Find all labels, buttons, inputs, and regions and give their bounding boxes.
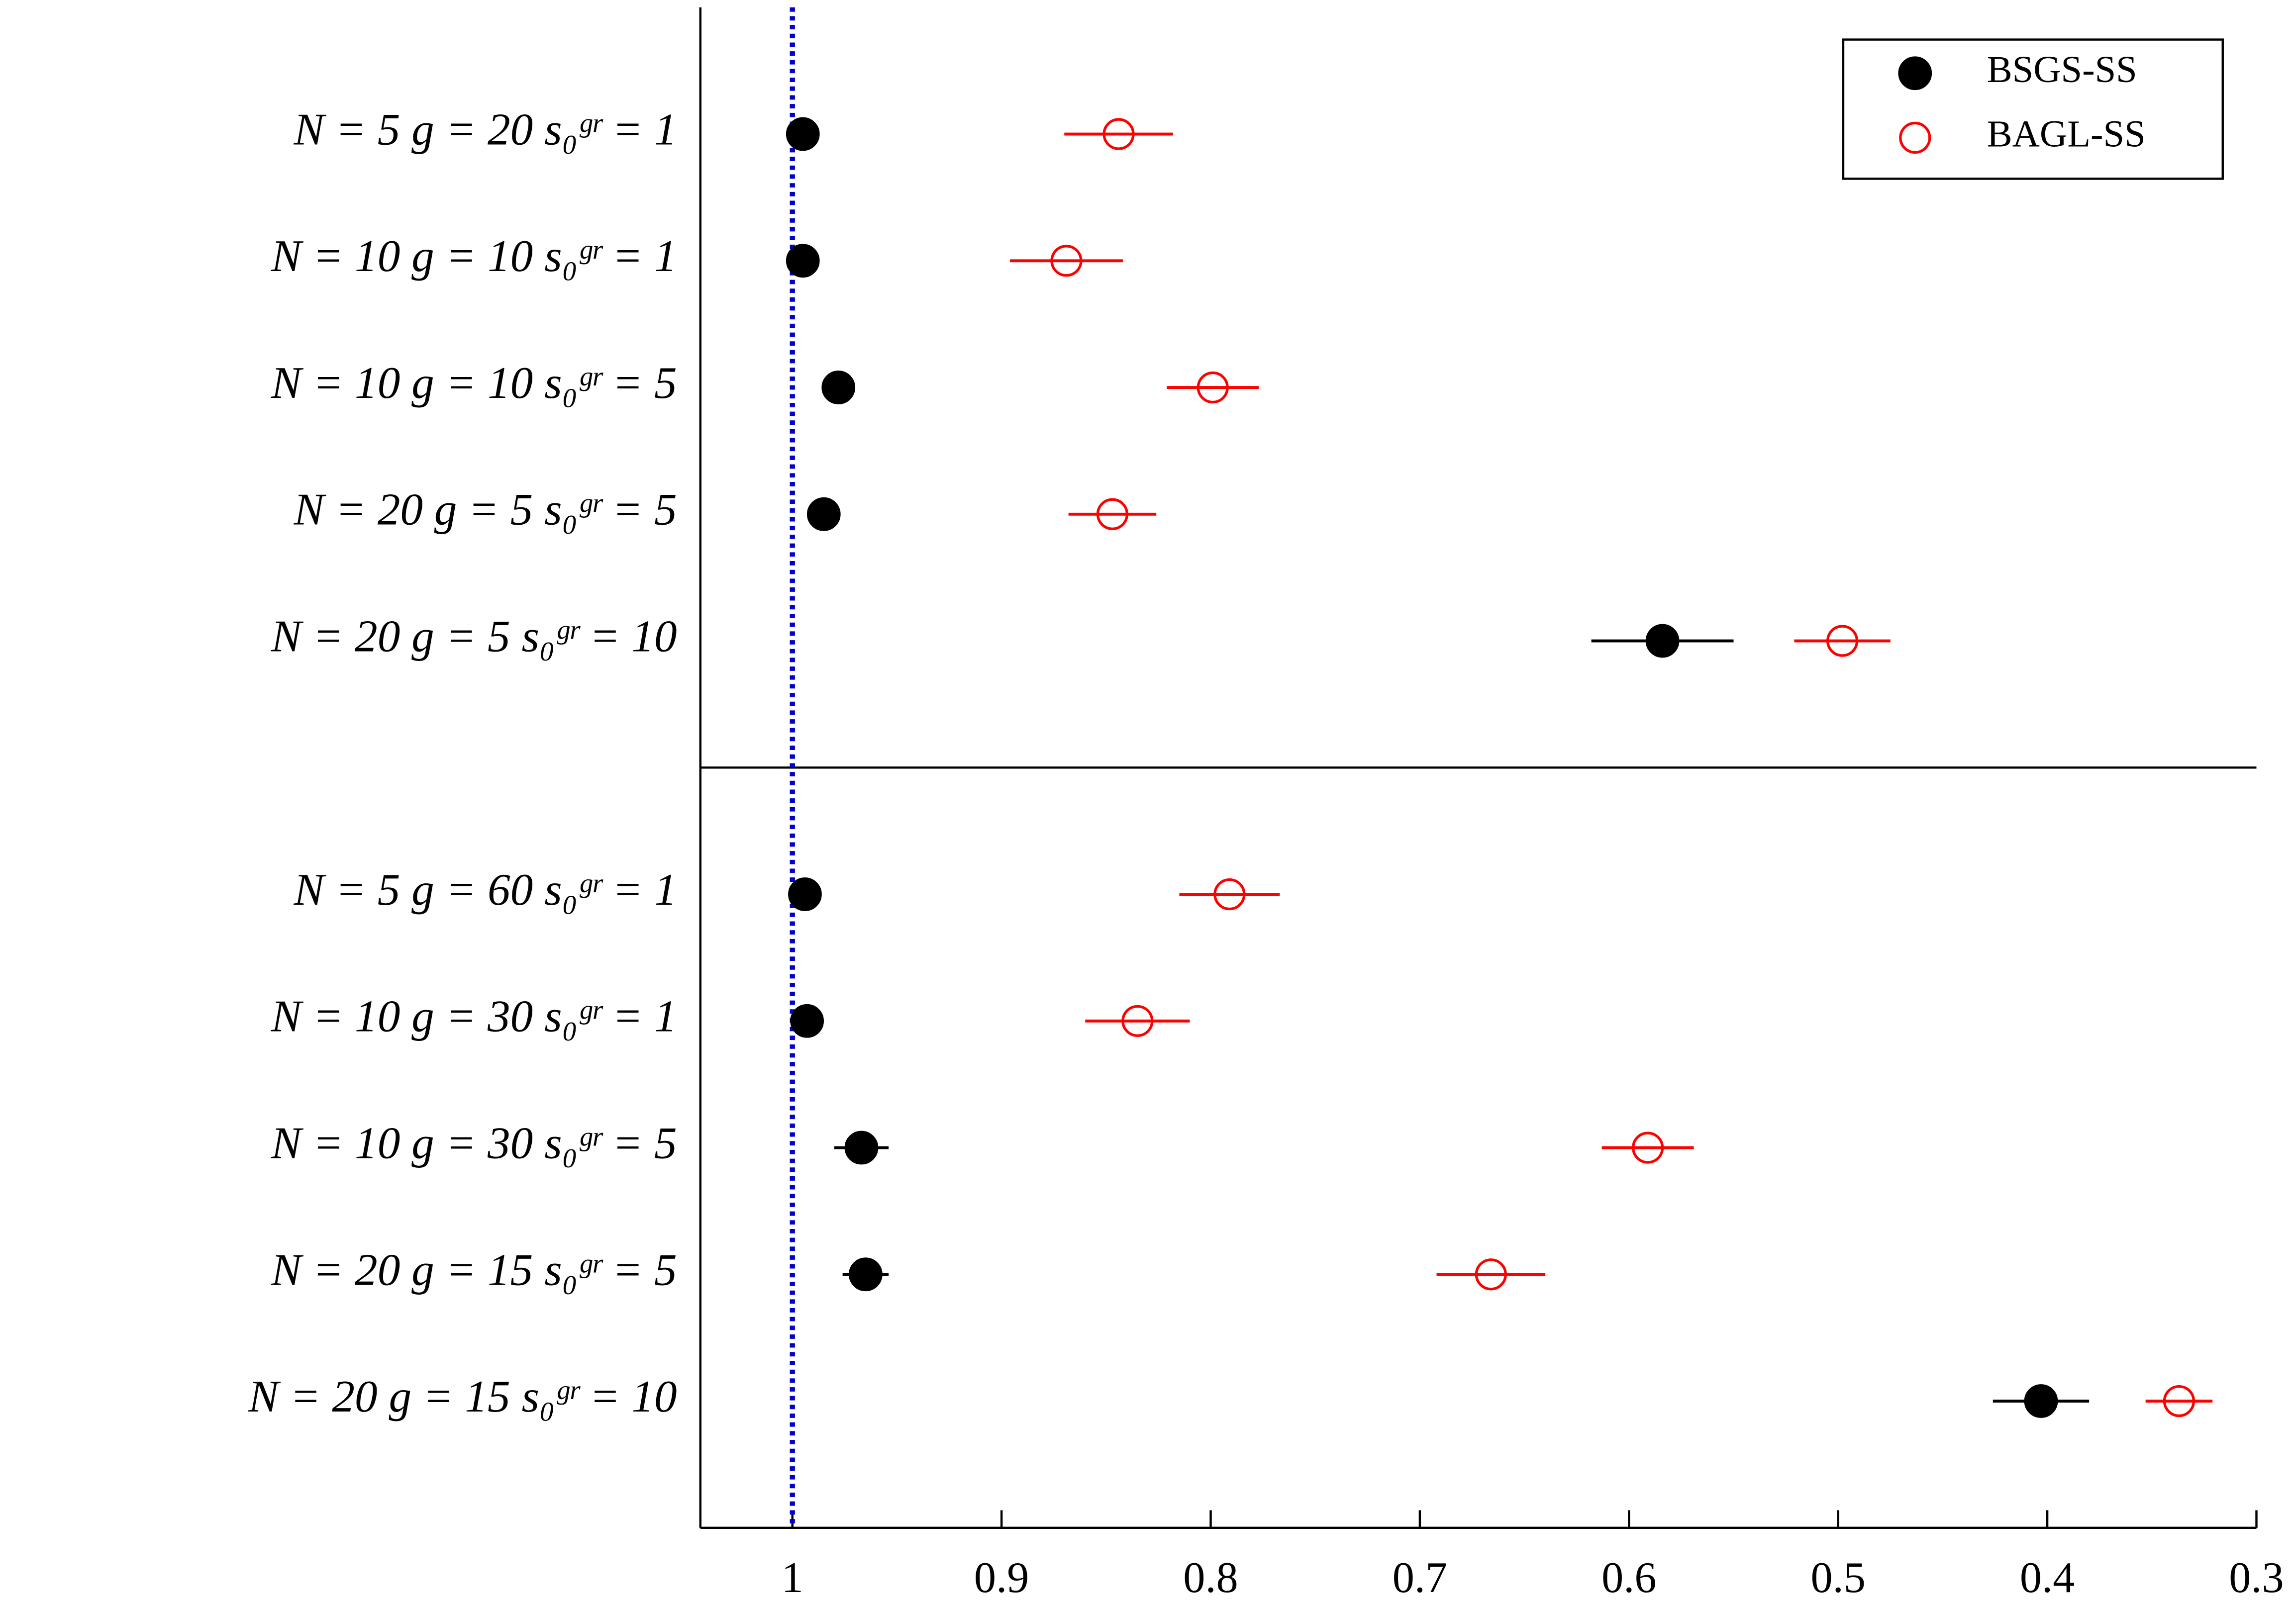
marker [1826, 625, 1859, 657]
marker [1645, 624, 1680, 658]
x-tick-label: 0.9 [974, 1553, 1029, 1602]
x-tick-label: 0.3 [2229, 1553, 2284, 1602]
y-tick-label: N = 10 g = 10 s₀ᵍʳ = 1 [271, 231, 677, 281]
x-tick-label: 0.4 [2020, 1553, 2075, 1602]
marker [790, 1004, 824, 1038]
marker [1197, 371, 1229, 404]
legend-label: BAGL-SS [1987, 112, 2146, 155]
legend-label: BSGS-SS [1987, 48, 2137, 91]
y-tick-label: N = 20 g = 5 s₀ᵍʳ = 5 [294, 484, 677, 535]
y-tick-label: N = 5 g = 20 s₀ᵍʳ = 1 [294, 104, 677, 154]
y-tick-label: N = 5 g = 60 s₀ᵍʳ = 1 [294, 864, 677, 915]
y-tick-label: N = 20 g = 15 s₀ᵍʳ = 10 [248, 1371, 677, 1421]
x-tick-label: 1 [782, 1553, 803, 1602]
marker [2024, 1384, 2058, 1418]
marker [1050, 245, 1083, 277]
marker [806, 497, 841, 531]
marker [821, 371, 856, 404]
x-tick-label: 0.6 [1601, 1553, 1656, 1602]
marker [786, 244, 820, 278]
x-tick-label: 0.8 [1183, 1553, 1238, 1602]
legend-marker [1898, 56, 1932, 91]
marker [1213, 878, 1246, 911]
y-tick-label: N = 20 g = 5 s₀ᵍʳ = 10 [271, 611, 677, 661]
marker [1102, 118, 1135, 150]
x-tick-label: 0.5 [1810, 1553, 1865, 1602]
marker [1632, 1132, 1664, 1164]
y-tick-label: N = 20 g = 15 s₀ᵍʳ = 5 [271, 1244, 677, 1295]
y-tick-label: N = 10 g = 30 s₀ᵍʳ = 5 [271, 1118, 677, 1168]
marker [1121, 1005, 1154, 1037]
marker [849, 1257, 883, 1292]
marker [844, 1131, 879, 1165]
marker [1096, 498, 1129, 530]
marker [788, 877, 822, 911]
x-tick-label: 0.7 [1393, 1553, 1447, 1602]
marker [1475, 1258, 1507, 1291]
y-tick-label: N = 10 g = 10 s₀ᵍʳ = 5 [271, 358, 677, 408]
legend-marker [1899, 121, 1931, 154]
marker [786, 117, 820, 151]
y-tick-label: N = 10 g = 30 s₀ᵍʳ = 1 [271, 991, 677, 1041]
marker [2163, 1385, 2196, 1417]
